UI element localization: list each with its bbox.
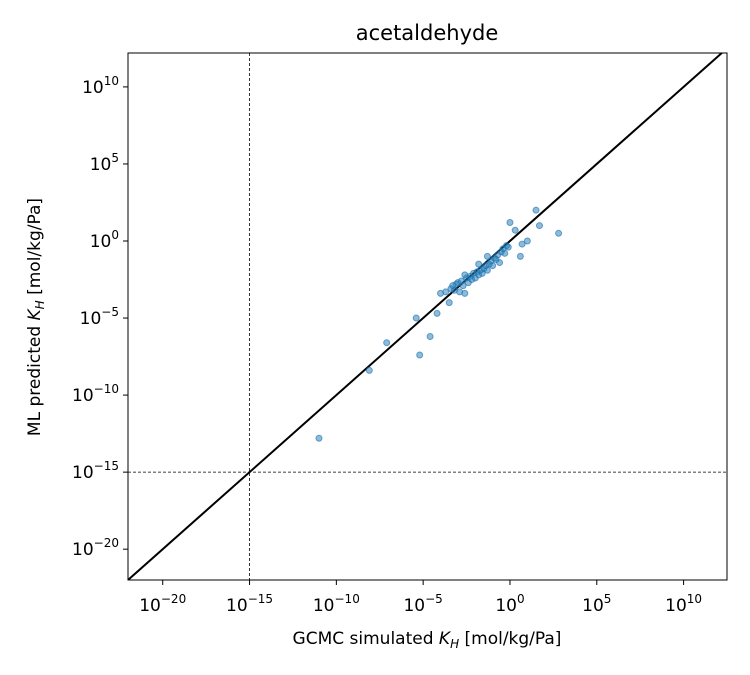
data-point <box>535 222 543 230</box>
x-tick-label: 100 <box>495 592 524 616</box>
data-point <box>365 366 373 374</box>
x-tick-label: 10−10 <box>313 592 360 616</box>
y-axis-label-prefix: ML predicted <box>25 320 45 436</box>
y-tick-label: 105 <box>90 151 119 175</box>
data-point <box>383 339 391 347</box>
plot-frame <box>127 52 728 581</box>
x-axis-label: GCMC simulated KH [mol/kg/Pa] <box>293 629 562 651</box>
data-point <box>506 219 514 227</box>
parity-line <box>128 53 724 580</box>
y-tick-label: 1010 <box>82 74 119 98</box>
y-tick-label: 10−15 <box>72 459 119 483</box>
axes: 10−20 10−20 10−15 10−15 10−10 10−10 10−5 10−5 10… <box>72 52 728 616</box>
data-point <box>489 262 497 270</box>
x-tick-label: 10−20 <box>139 592 186 616</box>
data-point <box>483 252 491 260</box>
data-point <box>504 243 512 251</box>
x-axis-label-symbol: K <box>439 629 452 649</box>
data-point <box>461 271 469 279</box>
data-point <box>459 282 467 290</box>
x-axis-label-prefix: GCMC simulated <box>293 629 439 649</box>
data-point <box>532 206 540 214</box>
y-axis-label-symbol: K <box>25 307 45 320</box>
data-point <box>511 226 519 234</box>
data-point <box>475 260 483 268</box>
data-point <box>483 266 491 274</box>
data-point <box>412 314 420 322</box>
y-axis-label-subscript: H <box>33 300 47 309</box>
x-tick-label: 105 <box>582 592 611 616</box>
data-point <box>461 289 469 297</box>
data-point <box>523 237 531 245</box>
data-point <box>518 240 526 248</box>
data-point <box>433 309 441 317</box>
chart-title: acetaldehyde <box>356 21 499 45</box>
plot-area <box>128 53 727 580</box>
x-axis-label-suffix: [mol/kg/Pa] <box>459 629 561 649</box>
data-point <box>315 434 323 442</box>
y-tick-label: 100 <box>90 228 119 252</box>
data-point <box>555 229 563 237</box>
x-axis-label-subscript: H <box>450 637 459 651</box>
data-point <box>501 249 509 257</box>
x-tick-label: 10−5 <box>403 592 442 616</box>
y-axis-label-suffix: [mol/kg/Pa] <box>25 198 45 300</box>
data-point <box>416 351 424 359</box>
y-axis-label: ML predicted KH [mol/kg/Pa] <box>25 198 47 436</box>
data-point <box>445 299 453 307</box>
x-tick-label: 10−15 <box>226 592 273 616</box>
data-point <box>449 282 457 290</box>
y-tick-label: 10−20 <box>72 536 119 560</box>
x-tick-label: 1010 <box>665 592 702 616</box>
data-point <box>426 333 434 341</box>
data-point <box>442 288 450 296</box>
data-point <box>516 252 524 260</box>
y-tick-label: 10−10 <box>72 382 119 406</box>
data-point <box>496 259 504 267</box>
y-tick-label: 10−5 <box>80 305 119 329</box>
